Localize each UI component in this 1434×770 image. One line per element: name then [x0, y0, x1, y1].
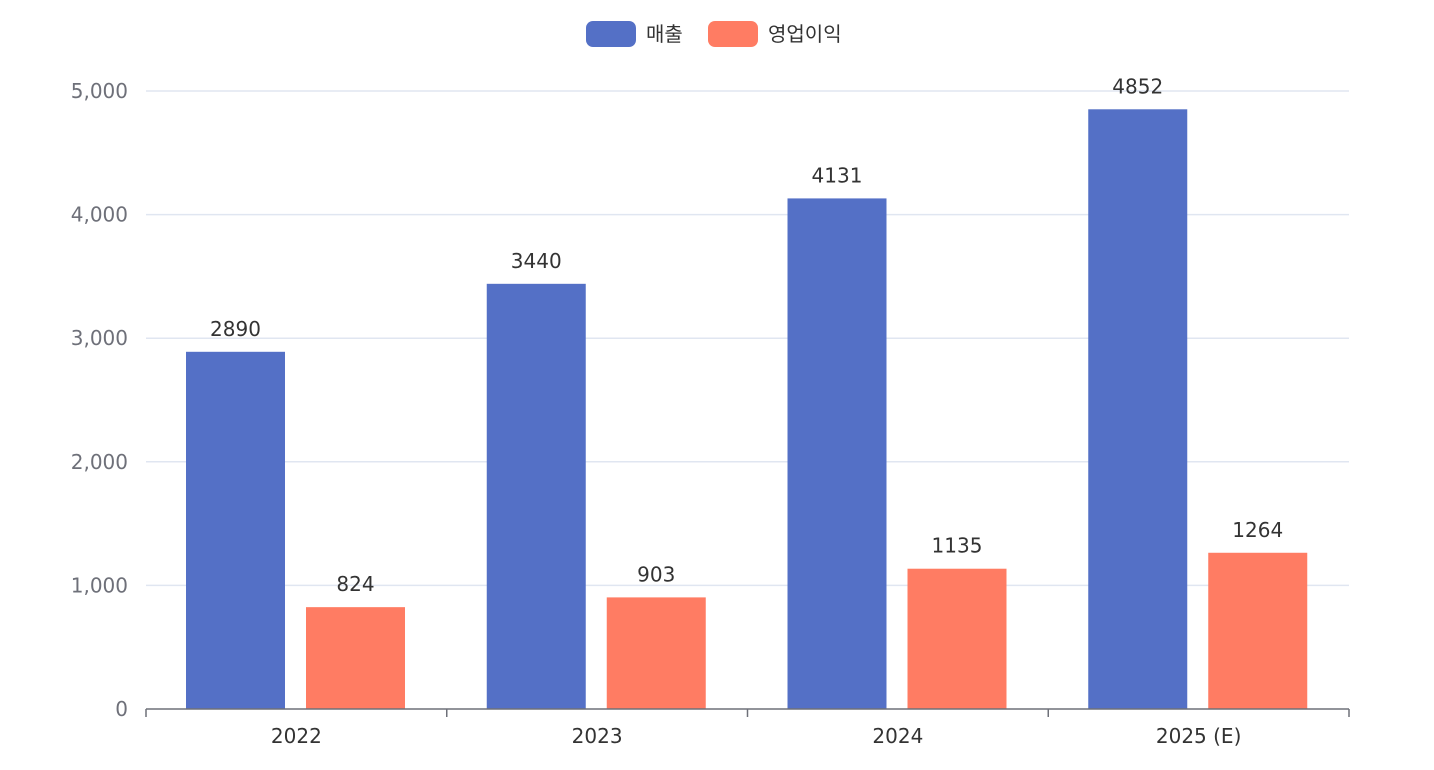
legend-label: 영업이익	[768, 22, 842, 46]
x-tick-label: 2024	[872, 724, 923, 748]
data-label: 3440	[511, 249, 562, 273]
data-label: 824	[336, 572, 374, 596]
bar-revenue[interactable]	[186, 351, 285, 709]
bar-operating-profit[interactable]	[306, 607, 405, 709]
x-tick-label: 2025 (E)	[1156, 724, 1242, 748]
x-tick-label: 2023	[572, 724, 623, 748]
y-tick-label: 4,000	[71, 203, 128, 227]
bar-revenue[interactable]	[1088, 109, 1188, 710]
data-label: 4852	[1112, 74, 1163, 98]
bar-operating-profit[interactable]	[606, 597, 706, 709]
data-label: 903	[637, 562, 675, 586]
bar-operating-profit[interactable]	[907, 568, 1007, 709]
data-label: 2890	[210, 317, 261, 341]
y-tick-label: 5,000	[71, 79, 128, 103]
data-label: 4131	[812, 163, 863, 187]
legend-swatch	[708, 21, 758, 47]
x-axis: 2022 2023 2024 2025 (E)	[145, 708, 1350, 748]
data-label: 1135	[932, 534, 983, 558]
bar-revenue[interactable]	[486, 283, 586, 709]
data-label: 1264	[1232, 518, 1283, 542]
legend[interactable]: 매출 영업이익	[586, 21, 842, 47]
y-axis: 0 1,000 2,000 3,000 4,000 5,000	[71, 79, 128, 721]
legend-label: 매출	[646, 22, 683, 46]
legend-item-revenue[interactable]: 매출	[586, 21, 683, 47]
bar-labels: 2890 3440 4131 4852 824 903 1135 1264	[210, 74, 1283, 596]
legend-swatch	[586, 21, 636, 47]
y-tick-label: 2,000	[71, 450, 128, 474]
x-tick-label: 2022	[271, 724, 322, 748]
y-tick-label: 1,000	[71, 573, 128, 597]
legend-item-operating-profit[interactable]: 영업이익	[708, 21, 842, 47]
bar-revenue[interactable]	[787, 198, 887, 710]
bar-operating-profit[interactable]	[1208, 552, 1308, 709]
bars	[186, 109, 1308, 710]
y-tick-label: 0	[115, 697, 128, 721]
y-tick-label: 3,000	[71, 326, 128, 350]
